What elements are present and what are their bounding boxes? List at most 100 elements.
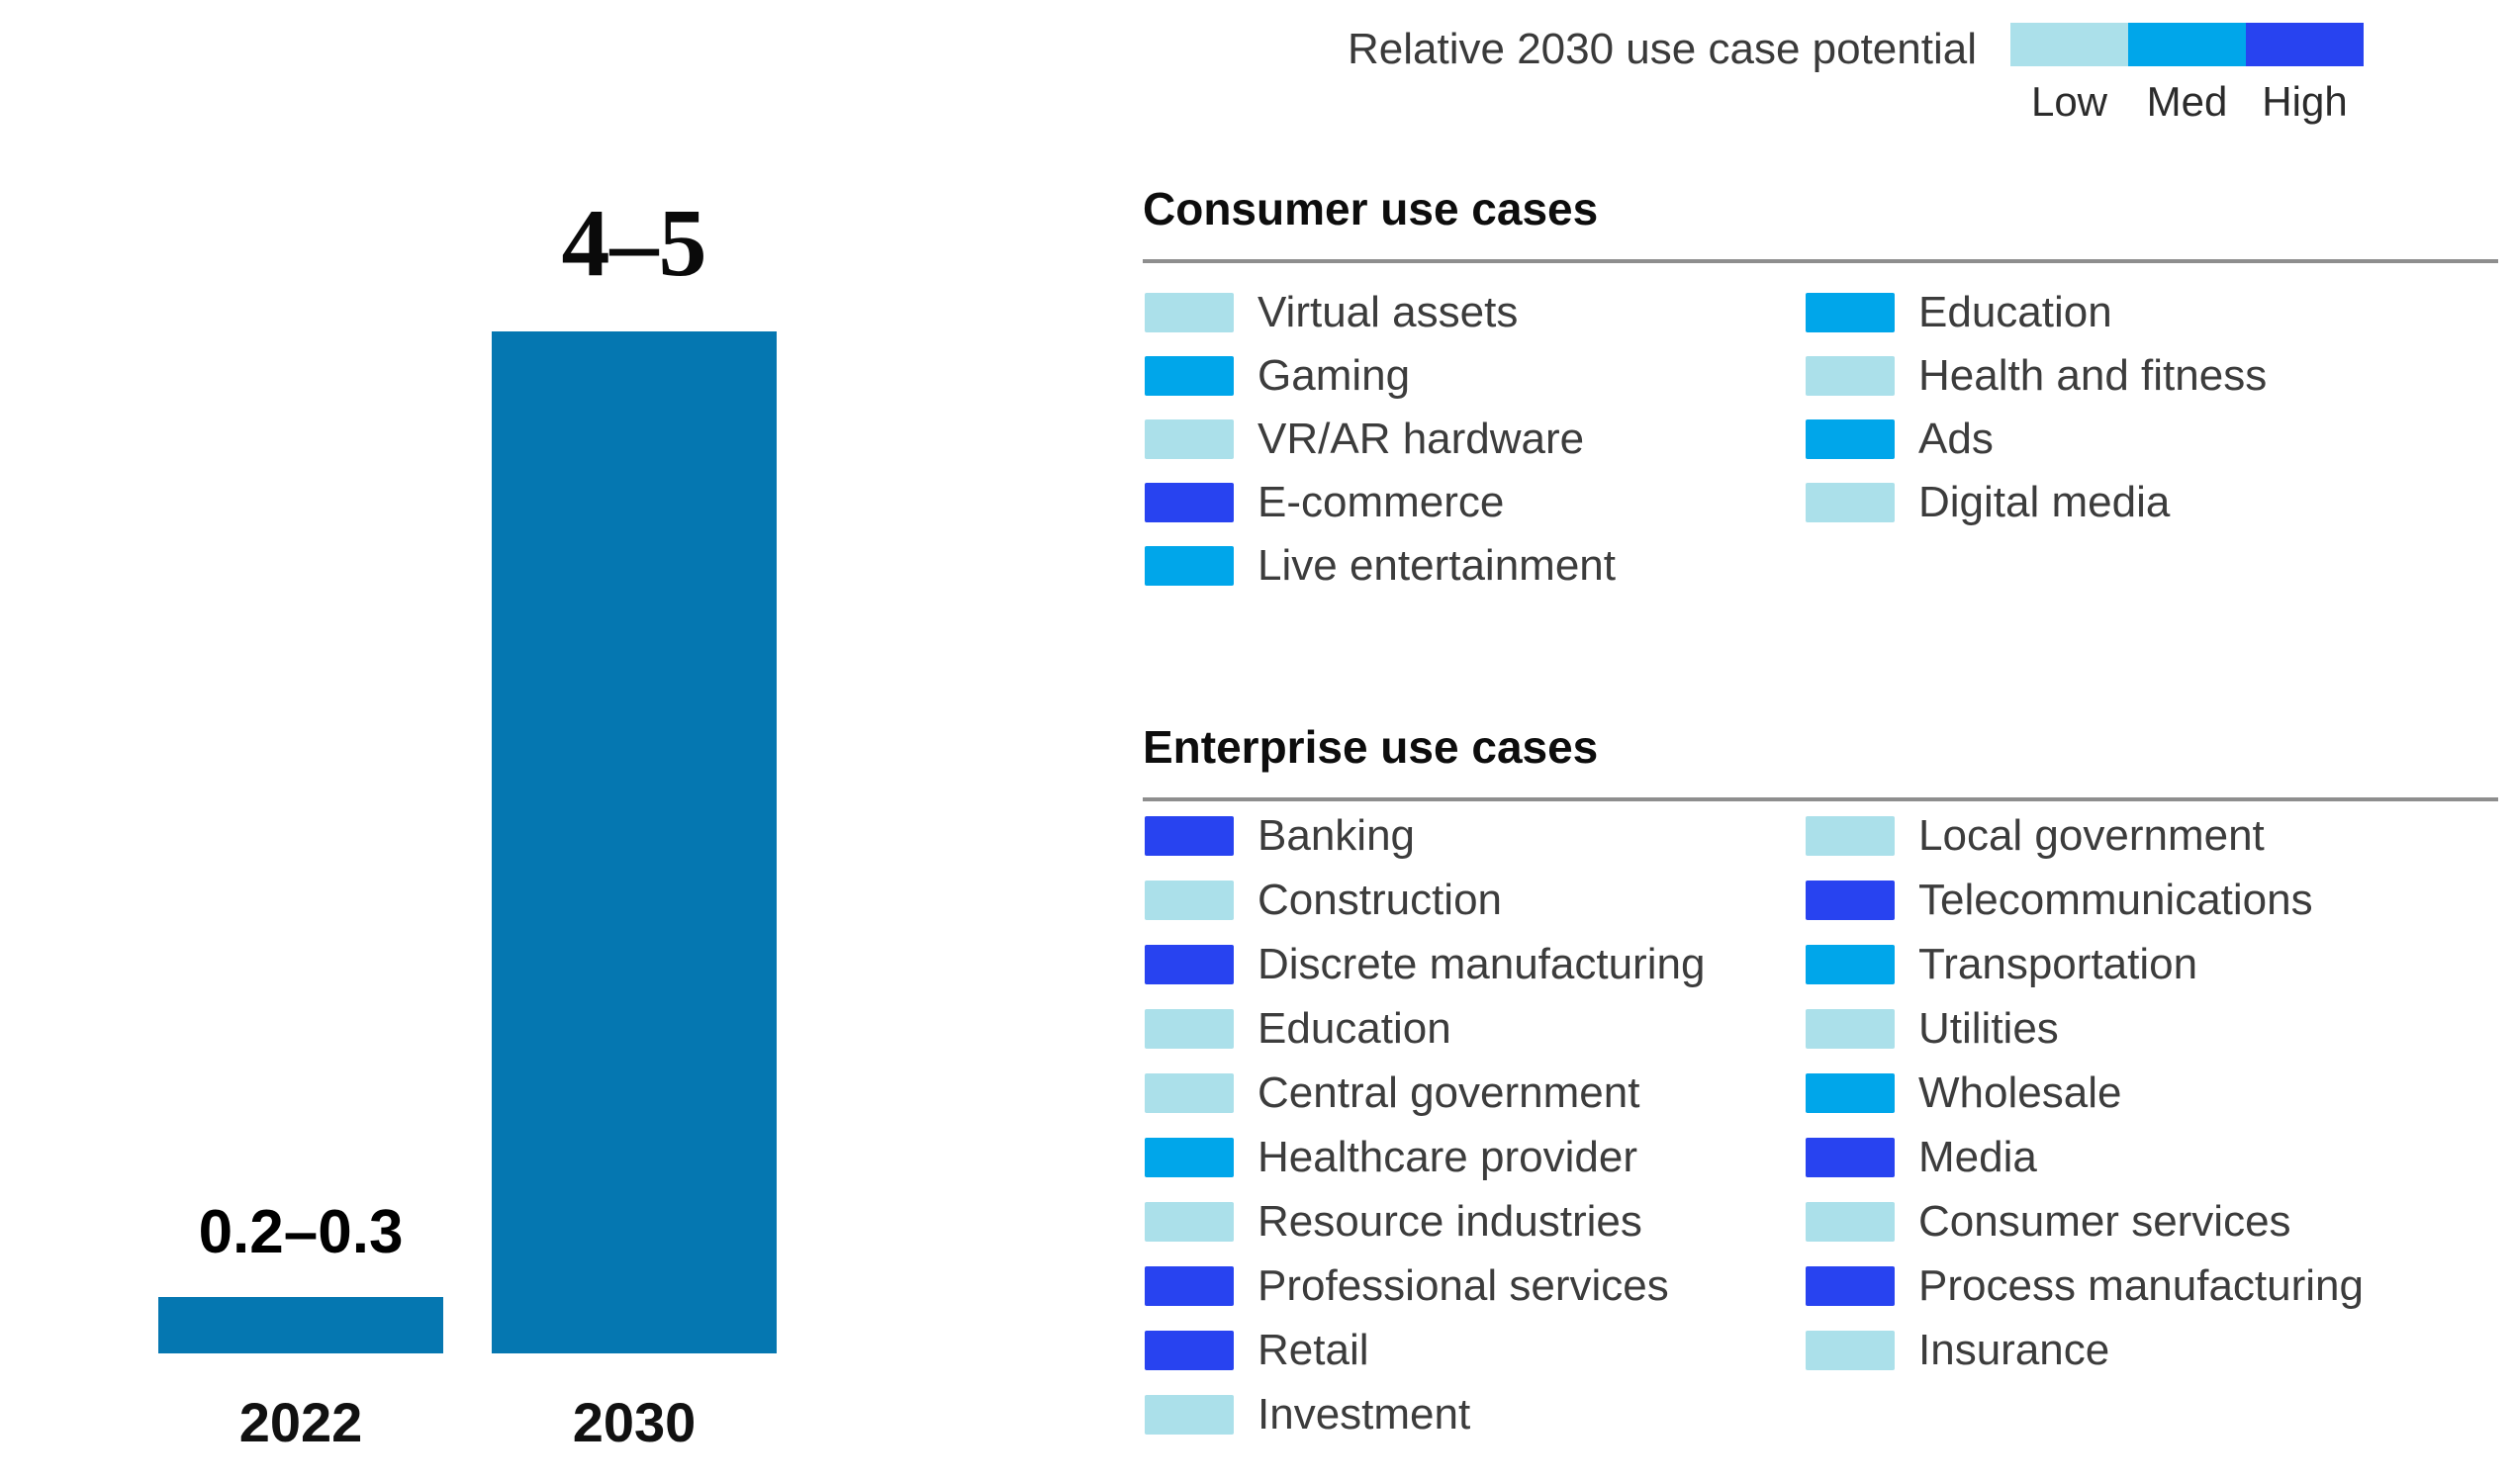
legend-item: Banking — [1145, 811, 1705, 860]
legend-item: Discrete manufacturing — [1145, 940, 1706, 988]
legend-item: Investment — [1145, 1393, 1705, 1437]
legend-item-label: Consumer services — [1918, 1197, 2291, 1246]
legend-item: Healthcare provider — [1145, 1133, 1705, 1181]
legend-swatch-high — [1806, 1266, 1895, 1306]
legend-item-label: Education — [1918, 288, 2112, 336]
legend-swatch-low — [1145, 1073, 1234, 1113]
legend-swatch-low — [1806, 1331, 1895, 1370]
scale-legend-labels: Low Med High — [2010, 81, 2364, 123]
scale-legend-title: Relative 2030 use case potential — [1348, 25, 1977, 73]
legend-item-label: Retail — [1257, 1326, 1369, 1374]
legend-item: Live entertainment — [1145, 541, 1616, 590]
legend-item: VR/AR hardware — [1145, 415, 1616, 463]
legend-item: Utilities — [1806, 1004, 2364, 1053]
legend-swatch-high — [1145, 816, 1234, 856]
scale-label-med: Med — [2146, 78, 2228, 125]
legend-item-label: Healthcare provider — [1257, 1133, 1637, 1181]
legend-swatch-med — [1145, 1138, 1234, 1177]
section-divider — [1143, 797, 2498, 801]
legend-item: Consumer services — [1806, 1197, 2364, 1246]
legend-item-label: Digital media — [1918, 478, 2171, 526]
legend-swatch-low — [1145, 1202, 1234, 1242]
legend-item-label: Gaming — [1257, 351, 1411, 400]
legend-swatch-med — [1806, 293, 1895, 332]
legend-item: Education — [1145, 1004, 1705, 1053]
legend-item-label: Process manufacturing — [1918, 1261, 2364, 1310]
legend-swatch-med — [1806, 1073, 1895, 1113]
legend-item-label: Wholesale — [1918, 1068, 2122, 1117]
legend-item: Transportation — [1806, 940, 2364, 988]
legend-item-label: Virtual assets — [1257, 288, 1519, 336]
legend-item-label: Education — [1257, 1004, 1451, 1053]
legend-item-label: Resource industries — [1257, 1197, 1642, 1246]
legend-swatch-low — [1145, 293, 1234, 332]
scale-swatch-low — [2010, 23, 2128, 66]
legend-swatch-low — [1145, 419, 1234, 459]
legend-swatch-high — [1806, 881, 1895, 920]
legend-item: Retail — [1145, 1326, 1705, 1374]
legend-column-right: Local government Telecommunications Transp… — [1806, 811, 2364, 1374]
legend-item-label: Professional services — [1257, 1261, 1669, 1310]
axis-label-2030: 2030 — [572, 1391, 697, 1453]
scale-legend-swatches — [2010, 23, 2364, 66]
value-label-2030: 4–5 — [561, 190, 707, 297]
legend-swatch-low — [1806, 816, 1895, 856]
legend-item: Media — [1806, 1133, 2364, 1181]
bar-2022 — [158, 1297, 443, 1353]
legend-item-label: VR/AR hardware — [1257, 415, 1585, 463]
legend-item: Digital media — [1806, 478, 2267, 526]
legend-item: Local government — [1806, 811, 2364, 860]
legend-item-label: Ads — [1918, 415, 1994, 463]
legend-item: Health and fitness — [1806, 351, 2268, 400]
legend-item-label: Media — [1918, 1133, 2037, 1181]
legend-swatch-low — [1806, 1202, 1895, 1242]
legend-item: Insurance — [1806, 1326, 2364, 1374]
legend-item: Gaming — [1145, 351, 1616, 400]
legend-item: Resource industries — [1145, 1197, 1705, 1246]
legend-swatch-low — [1145, 881, 1234, 920]
legend-swatch-high — [1806, 1138, 1895, 1177]
legend-swatch-low — [1145, 1395, 1234, 1435]
scale-label-low: Low — [2030, 78, 2108, 125]
legend-item: Professional services — [1145, 1261, 1705, 1310]
legend-item-label: Transportation — [1918, 940, 2198, 988]
section-title: Enterprise use cases — [1143, 721, 1599, 773]
legend-item-label: Local government — [1918, 811, 2265, 860]
legend-item: Telecommunications — [1806, 876, 2364, 924]
legend-swatch-med — [1145, 356, 1234, 396]
legend-swatch-med — [1806, 419, 1895, 459]
legend-item: Virtual assets — [1145, 288, 1616, 336]
legend-item-label: Construction — [1257, 876, 1503, 924]
legend-swatch-med — [1145, 546, 1234, 586]
section-divider — [1143, 259, 2498, 263]
value-label-2022: 0.2–0.3 — [198, 1198, 404, 1266]
section-consumer-use-cases: Consumer use cases Virtual assets Gaming V… — [1143, 184, 2498, 588]
legend-item-label: Central government — [1257, 1068, 1640, 1117]
legend-column-right: Education Health and fitness Ads Digital me… — [1806, 288, 2268, 526]
legend-item: Wholesale — [1806, 1068, 2364, 1117]
scale-label-high: High — [2262, 78, 2348, 125]
legend-item: Process manufacturing — [1806, 1261, 2364, 1310]
legend-item: Central government — [1145, 1068, 1705, 1117]
scale-swatch-high — [2246, 23, 2364, 66]
legend-column-left: Virtual assets Gaming VR/AR hardware E-comm… — [1145, 288, 1616, 590]
legend-item: E-commerce — [1145, 478, 1616, 526]
bar-2030 — [492, 331, 777, 1353]
legend-swatch-low — [1806, 356, 1895, 396]
legend-item-label: Insurance — [1918, 1326, 2110, 1374]
legend-item-label: Live entertainment — [1257, 541, 1616, 590]
legend-item-label: Banking — [1257, 811, 1416, 860]
legend-item-label: Discrete manufacturing — [1257, 940, 1706, 988]
section-enterprise-use-cases: Enterprise use cases Banking Construction… — [1143, 721, 2498, 1437]
legend-swatch-low — [1806, 483, 1895, 522]
legend-item-label: E-commerce — [1257, 478, 1505, 526]
legend-swatch-high — [1145, 1331, 1234, 1370]
legend-item-label: Telecommunications — [1918, 876, 2313, 924]
legend-swatch-med — [1806, 945, 1895, 984]
legend-column-left: Banking Construction Discrete manufacturin… — [1145, 811, 1706, 1437]
legend-item-label: Utilities — [1918, 1004, 2059, 1053]
legend-item-label: Health and fitness — [1918, 351, 2268, 400]
legend-swatch-high — [1145, 483, 1234, 522]
